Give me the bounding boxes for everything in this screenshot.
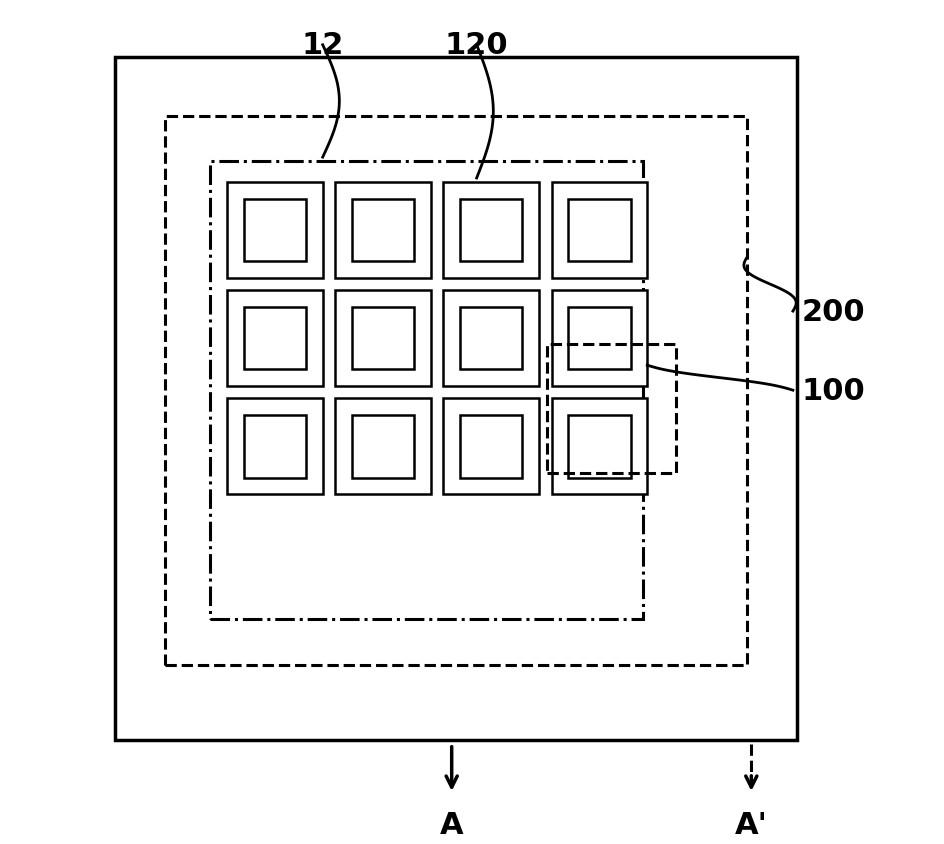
Bar	[551, 183, 647, 279]
Text: 120: 120	[445, 31, 508, 60]
Bar	[227, 399, 322, 495]
Bar	[227, 291, 322, 387]
Bar	[114, 58, 796, 740]
Bar	[443, 399, 538, 495]
Bar	[164, 116, 747, 665]
Bar	[460, 199, 522, 262]
Text: 12: 12	[301, 31, 344, 60]
Bar	[551, 291, 647, 387]
Text: A': A'	[734, 810, 767, 840]
Bar	[351, 199, 413, 262]
Bar	[567, 307, 630, 370]
Bar	[244, 415, 306, 478]
Text: A: A	[439, 810, 463, 840]
Bar	[227, 183, 322, 279]
Text: 200: 200	[801, 297, 864, 327]
Bar	[211, 162, 643, 619]
Bar	[460, 307, 522, 370]
Bar	[547, 345, 676, 473]
Bar	[351, 307, 413, 370]
Bar	[244, 307, 306, 370]
Bar	[335, 399, 430, 495]
Bar	[335, 291, 430, 387]
Bar	[443, 291, 538, 387]
Bar	[551, 399, 647, 495]
Bar	[567, 415, 630, 478]
Bar	[443, 183, 538, 279]
Bar	[567, 199, 630, 262]
Bar	[460, 415, 522, 478]
Text: 100: 100	[801, 376, 864, 405]
Bar	[244, 199, 306, 262]
Bar	[351, 415, 413, 478]
Bar	[335, 183, 430, 279]
